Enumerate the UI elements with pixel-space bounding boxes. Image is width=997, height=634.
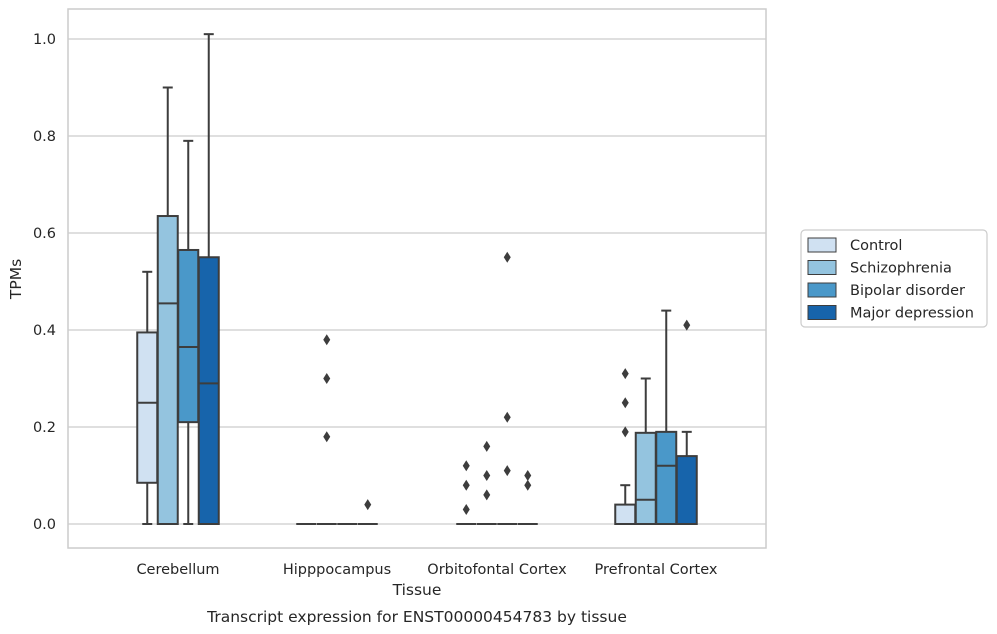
- box: [177, 139, 200, 525]
- outlier-point: [483, 470, 491, 481]
- box: [156, 86, 179, 525]
- legend: Control Schizophrenia Bipolar disorder Majo…: [800, 229, 988, 328]
- outlier-point: [462, 460, 470, 472]
- outlier-point: [524, 470, 532, 481]
- box: [655, 309, 678, 526]
- y-axis-ticks: 0.0 0.2 0.4 0.6 0.8 1.0: [33, 32, 56, 533]
- outlier-point: [621, 397, 629, 409]
- outlier-point: [364, 499, 372, 511]
- box: [456, 460, 477, 525]
- outlier-point: [462, 503, 470, 515]
- legend-entry: Control: [850, 238, 902, 254]
- legend-entry: Major depression: [850, 306, 974, 322]
- outlier-point: [462, 479, 470, 491]
- outlier-point: [323, 334, 331, 346]
- x-tick-label: Orbitofontal Cortex: [427, 562, 567, 578]
- y-tick-label: 0.4: [33, 323, 56, 339]
- box-body: [655, 430, 678, 526]
- box: [197, 33, 220, 525]
- y-tick-label: 0.0: [33, 517, 56, 533]
- box: [497, 251, 518, 525]
- outlier-point: [503, 411, 511, 423]
- outlier-point: [524, 479, 532, 491]
- box: [517, 470, 538, 525]
- chart-caption: Transcript expression for ENST0000045478…: [206, 608, 627, 626]
- legend-swatch: [807, 282, 837, 298]
- box-groups: [136, 33, 698, 526]
- y-tick-label: 0.2: [33, 420, 56, 436]
- legend-swatch: [807, 260, 837, 275]
- box-body: [136, 331, 159, 484]
- box-body: [177, 248, 200, 424]
- outlier-point: [323, 431, 331, 443]
- x-tick-label: Cerebellum: [136, 562, 219, 578]
- box: [316, 334, 337, 525]
- x-axis-ticks: Cerebellum Hipppocampus Orbitofontal Corte…: [136, 562, 717, 578]
- box-body: [614, 503, 637, 526]
- outlier-point: [483, 440, 491, 452]
- legend-entry: Schizophrenia: [850, 261, 952, 277]
- outlier-point: [621, 426, 629, 438]
- legend-swatch: [807, 305, 837, 320]
- outlier-point: [683, 319, 691, 331]
- y-tick-label: 0.8: [33, 129, 56, 145]
- box: [357, 499, 378, 525]
- box: [476, 440, 497, 525]
- outlier-point: [503, 251, 511, 263]
- legend-frame: [800, 229, 988, 328]
- outlier-point: [323, 373, 331, 384]
- box-body: [197, 256, 220, 525]
- x-axis-label: Tissue: [392, 581, 442, 599]
- box-body: [675, 455, 698, 526]
- y-tick-label: 0.6: [33, 226, 56, 242]
- outlier-point: [483, 489, 491, 501]
- box: [614, 368, 637, 526]
- legend-entry: Bipolar disorder: [850, 283, 965, 299]
- outlier-point: [503, 465, 511, 477]
- box-body: [634, 431, 657, 526]
- plot-frame: [67, 8, 767, 549]
- y-tick-label: 1.0: [33, 32, 56, 48]
- box-body: [156, 215, 179, 525]
- outlier-point: [621, 368, 629, 380]
- x-tick-label: Hipppocampus: [283, 562, 391, 578]
- x-tick-label: Prefrontal Cortex: [595, 562, 718, 578]
- y-axis-label: TPMs: [7, 259, 25, 300]
- box: [634, 377, 657, 526]
- box: [136, 270, 159, 525]
- legend-swatch: [807, 237, 837, 253]
- box: [675, 319, 698, 526]
